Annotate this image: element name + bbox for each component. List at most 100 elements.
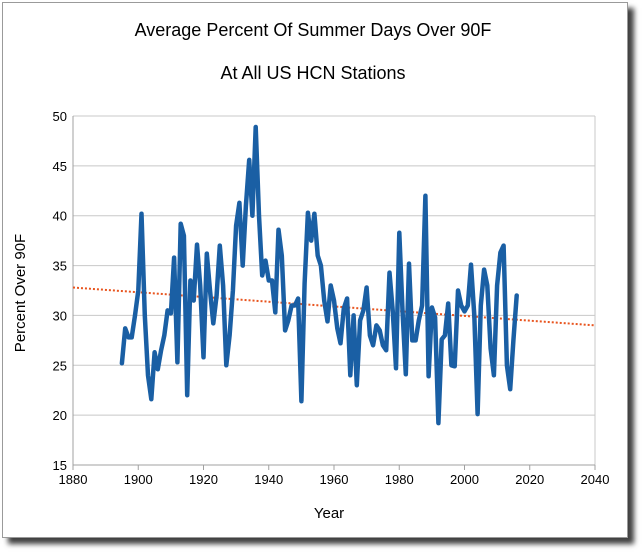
data-point bbox=[512, 339, 514, 341]
data-point bbox=[454, 365, 456, 367]
y-tick-label: 15 bbox=[53, 458, 67, 473]
data-point bbox=[431, 306, 433, 309]
data-point bbox=[206, 253, 208, 255]
data-point bbox=[248, 159, 250, 161]
data-point bbox=[490, 347, 492, 349]
data-point bbox=[470, 264, 472, 266]
data-point bbox=[320, 265, 322, 267]
data-point bbox=[366, 286, 368, 289]
data-point bbox=[477, 413, 479, 415]
data-point bbox=[216, 294, 218, 297]
data-point bbox=[264, 260, 267, 262]
data-point bbox=[509, 388, 511, 390]
data-point bbox=[506, 364, 508, 366]
data-point bbox=[193, 299, 195, 302]
data-point bbox=[503, 245, 505, 247]
data-point bbox=[480, 304, 482, 307]
data-point bbox=[255, 126, 257, 128]
x-tick-label: 1960 bbox=[320, 472, 349, 487]
data-point bbox=[460, 304, 462, 307]
data-point bbox=[362, 309, 364, 311]
data-point bbox=[180, 223, 182, 225]
data-point bbox=[467, 304, 469, 307]
data-point bbox=[395, 367, 397, 369]
tick-labels: 15 20 25 30 35 40 45 50 1880 1900 1920 1940 1960 1980… bbox=[53, 109, 610, 487]
data-point bbox=[154, 351, 156, 353]
x-tick-label: 1940 bbox=[254, 472, 283, 487]
y-tick-label: 25 bbox=[53, 358, 67, 373]
data-point bbox=[124, 327, 126, 329]
y-tick-label: 20 bbox=[53, 408, 67, 423]
data-point bbox=[261, 274, 263, 277]
data-point bbox=[323, 299, 325, 302]
data-point bbox=[209, 289, 211, 292]
data-point bbox=[150, 398, 152, 400]
data-point bbox=[170, 312, 172, 314]
data-point bbox=[486, 284, 488, 287]
data-point bbox=[229, 334, 231, 336]
data-point bbox=[160, 349, 162, 351]
data-point bbox=[339, 342, 342, 344]
data-point bbox=[284, 329, 286, 331]
data-point bbox=[176, 361, 178, 363]
data-point bbox=[356, 384, 358, 386]
y-tick-label: 45 bbox=[53, 159, 67, 174]
data-point bbox=[463, 310, 466, 312]
data-point bbox=[271, 279, 273, 282]
data-point bbox=[437, 422, 439, 424]
data-point bbox=[310, 240, 312, 242]
data-point bbox=[411, 339, 413, 341]
y-tick-label: 50 bbox=[53, 109, 67, 124]
data-point bbox=[134, 314, 136, 316]
data-point bbox=[189, 279, 191, 282]
data-point bbox=[147, 374, 149, 376]
data-point bbox=[421, 304, 423, 307]
x-tick-label: 1900 bbox=[124, 472, 153, 487]
data-point bbox=[434, 316, 436, 318]
data-point bbox=[297, 297, 299, 300]
data-point bbox=[441, 338, 443, 340]
data-point bbox=[333, 299, 335, 302]
data-point bbox=[238, 202, 240, 204]
data-point bbox=[131, 336, 133, 338]
data-point bbox=[232, 289, 234, 292]
data-point bbox=[369, 334, 371, 336]
data-point bbox=[496, 284, 498, 287]
data-point bbox=[401, 309, 404, 311]
data-point bbox=[127, 336, 130, 338]
data-point bbox=[346, 297, 348, 300]
data-point bbox=[375, 324, 377, 326]
data-point bbox=[444, 334, 446, 336]
chart-subtitle: At All US HCN Stations bbox=[220, 63, 405, 83]
data-point bbox=[336, 327, 338, 329]
data-point bbox=[219, 245, 221, 247]
data-point bbox=[167, 309, 169, 311]
data-point bbox=[173, 257, 175, 259]
data-point bbox=[251, 215, 253, 217]
data-point bbox=[379, 329, 381, 331]
data-point bbox=[372, 344, 374, 346]
axes bbox=[72, 116, 596, 470]
data-point bbox=[382, 344, 384, 346]
y-tick-label: 40 bbox=[53, 209, 67, 224]
data-point bbox=[281, 255, 283, 257]
y-tick-label: 35 bbox=[53, 259, 67, 274]
x-tick-label: 1920 bbox=[189, 472, 218, 487]
data-point bbox=[313, 213, 315, 215]
data-point bbox=[157, 368, 159, 370]
data-point bbox=[242, 265, 244, 267]
data-point bbox=[343, 307, 345, 309]
data-point bbox=[388, 272, 391, 274]
data-point bbox=[245, 205, 247, 207]
data-point bbox=[326, 320, 329, 322]
data-point bbox=[163, 334, 165, 336]
data-point bbox=[121, 362, 123, 364]
x-tick-label: 2020 bbox=[515, 472, 544, 487]
data-point bbox=[291, 304, 293, 307]
x-tick-label: 1980 bbox=[385, 472, 414, 487]
data-point bbox=[385, 349, 387, 351]
data-point bbox=[140, 213, 143, 215]
data-point bbox=[196, 244, 198, 246]
data-point bbox=[222, 284, 224, 287]
data-point bbox=[317, 255, 319, 257]
